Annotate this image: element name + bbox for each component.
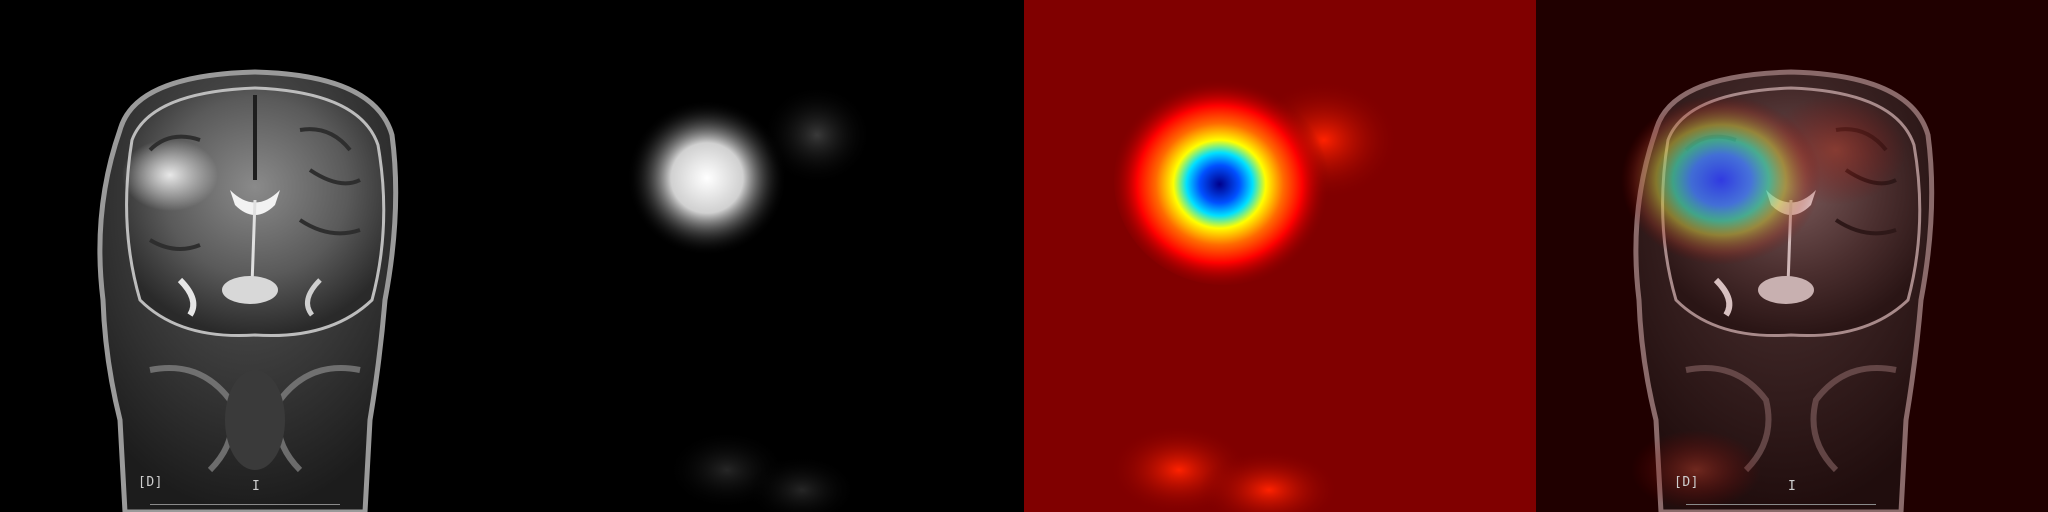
overlay-image [1536,0,2048,512]
scale-bar [150,504,340,505]
orientation-label-bottom: I [252,479,261,494]
overlay-orientation-label-left: [D] [1674,475,1699,490]
attention-map-grayscale-panel [512,0,1024,512]
orientation-label-left: [D] [138,475,163,490]
attention-map-grayscale [512,0,1024,512]
attention-map-jet [1024,0,1536,512]
mri-image [0,0,512,512]
overlay-panel: [D] I [1536,0,2048,512]
overlay-scale-bar [1686,504,1876,505]
attention-map-jet-panel [1024,0,1536,512]
mri-panel: [D] I [0,0,512,512]
overlay-orientation-label-bottom: I [1788,479,1797,494]
